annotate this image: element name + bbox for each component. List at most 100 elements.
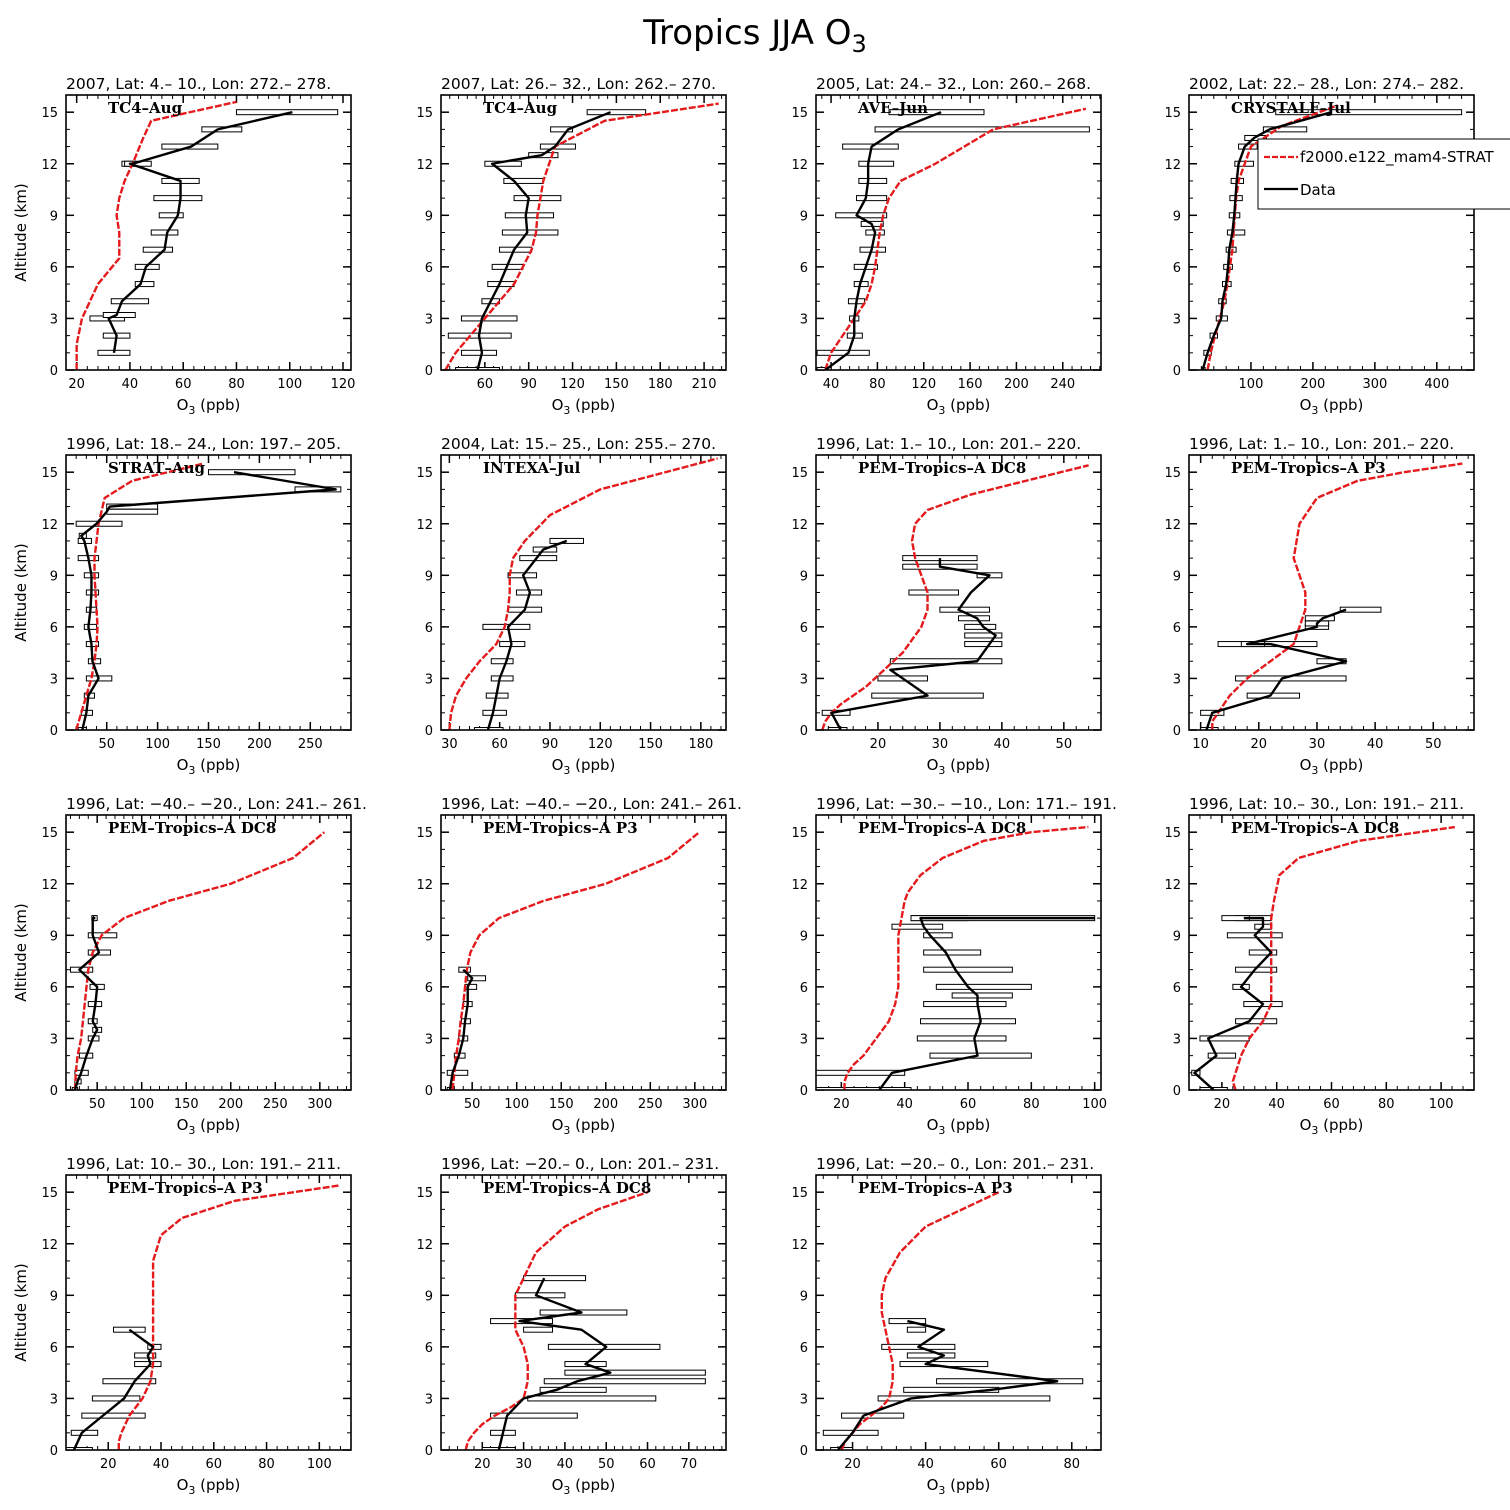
plot-area: [66, 1184, 341, 1450]
plot-frame: [440, 94, 727, 371]
y-tick-label: 3: [50, 312, 58, 327]
y-tick-label: 12: [1164, 878, 1181, 893]
x-tick-label: 200: [1300, 377, 1325, 392]
data-error-bar: [964, 623, 997, 630]
x-axis-label: O3 (ppb): [552, 1476, 616, 1497]
y-tick-label: 6: [50, 261, 58, 276]
x-tick-label: 180: [648, 377, 673, 392]
y-tick-label: 6: [425, 1341, 433, 1356]
x-tick-label: 300: [1362, 377, 1387, 392]
panel-8: 1996, Lat: 1.– 10., Lon: 201.– 220. 10 20 3…: [1164, 435, 1475, 777]
y-tick-label: 12: [1164, 518, 1181, 533]
y-ticks: 0 3 6 9 12 15: [416, 454, 726, 739]
plot-frame: [65, 94, 352, 371]
panel-title: 1996, Lat: −30.– −10., Lon: 171.– 191.: [816, 795, 1117, 813]
y-axis-label: Altitude (km): [12, 543, 30, 641]
x-ticks: 40 80 120 160 200 240: [821, 95, 1101, 392]
legend-box: [1257, 138, 1510, 210]
y-tick-label: 0: [800, 1084, 808, 1099]
plot-area: [444, 102, 719, 370]
panel-title: 2007, Lat: 26.– 32., Lon: 262.– 270.: [441, 75, 716, 93]
y-tick-label: 9: [50, 1289, 58, 1304]
model-line: [824, 107, 1087, 370]
data-error-bar: [147, 1343, 162, 1350]
x-axis-label: O3 (ppb): [552, 756, 616, 777]
panel-12: 1996, Lat: 10.– 30., Lon: 191.– 211. 20 40…: [1164, 795, 1475, 1137]
panel-7: 1996, Lat: 1.– 10., Lon: 201.– 220.20 30 4…: [791, 435, 1102, 777]
y-tick-label: 15: [791, 1186, 808, 1201]
panel-title: 1996, Lat: −20.– 0., Lon: 201.– 231.: [441, 1155, 719, 1173]
y-tick-label: 15: [1164, 826, 1181, 841]
x-tick-label: 40: [1367, 737, 1384, 752]
panel-6: 2004, Lat: 15.– 25., Lon: 255.– 270.30 60…: [416, 435, 727, 777]
plot-area: [816, 825, 1096, 1090]
y-tick-label: 15: [416, 466, 433, 481]
campaign-label: TC4–Aug: [483, 99, 558, 117]
data-error-bar: [550, 126, 574, 133]
plot-frame: [440, 454, 727, 731]
x-tick-label: 20: [1251, 737, 1268, 752]
data-error-bar: [158, 212, 184, 219]
x-tick-label: 120: [588, 737, 613, 752]
data-error-bar: [523, 1326, 554, 1333]
panel-4: 2002, Lat: 22.– 28., Lon: 274.– 282. 100 2…: [1164, 75, 1475, 417]
x-tick-label: 20: [474, 1457, 491, 1472]
x-tick-label: 100: [1429, 1097, 1454, 1112]
data-error-bar: [908, 589, 959, 596]
y-tick-label: 3: [800, 312, 808, 327]
data-error-bar: [467, 975, 487, 982]
y-tick-label: 0: [50, 364, 58, 379]
x-tick-label: 40: [153, 1457, 170, 1472]
plot-frame: [65, 454, 352, 731]
x-tick-label: 60: [990, 1457, 1007, 1472]
y-ticks: 0 3 6 9 12 15: [791, 94, 1101, 379]
data-error-bar: [816, 1069, 906, 1076]
y-tick-label: 6: [800, 621, 808, 636]
campaign-label: CRYSTALF–Jul: [1231, 99, 1351, 117]
x-tick-label: 60: [1323, 1097, 1340, 1112]
y-tick-label: 3: [1173, 312, 1181, 327]
x-axis-label: O3 (ppb): [927, 1116, 991, 1137]
y-tick-label: 15: [791, 106, 808, 121]
y-tick-label: 0: [800, 724, 808, 739]
x-ticks: 20 40 60 80: [822, 1175, 1102, 1472]
y-tick-label: 9: [425, 209, 433, 224]
x-tick-label: 80: [1063, 1457, 1080, 1472]
data-line: [72, 1328, 155, 1450]
data-line: [1205, 608, 1348, 730]
y-ticks: 0 3 6 9 12 15: [1164, 94, 1474, 379]
plot-area: [822, 1191, 1084, 1450]
y-tick-label: 3: [50, 1392, 58, 1407]
data-error-bar: [1262, 126, 1308, 133]
data-error-bar: [460, 315, 518, 322]
y-tick-label: 6: [50, 621, 58, 636]
data-error-bar: [543, 1378, 706, 1385]
data-error-bar: [827, 727, 848, 730]
data-error-bar: [1207, 1052, 1237, 1059]
y-tick-label: 6: [425, 981, 433, 996]
panel-title: 1996, Lat: 10.– 30., Lon: 191.– 211.: [1189, 795, 1464, 813]
x-tick-label: 80: [869, 377, 886, 392]
plot-area: [1200, 104, 1463, 370]
y-tick-label: 15: [41, 106, 58, 121]
x-axis-label: O3 (ppb): [927, 396, 991, 417]
model-line: [1211, 462, 1463, 730]
y-tick-label: 15: [416, 106, 433, 121]
x-tick-label: 40: [896, 1097, 913, 1112]
x-tick-label: 200: [593, 1097, 618, 1112]
plot-frame: [815, 814, 1102, 1091]
y-tick-label: 12: [416, 878, 433, 893]
data-error-bar: [134, 281, 155, 288]
campaign-label: PEM–Tropics–A DC8: [858, 459, 1026, 477]
panel-9: 1996, Lat: −40.– −20., Lon: 241.– 261. 50…: [12, 795, 367, 1137]
x-tick-label: 50: [464, 1097, 481, 1112]
x-tick-label: 180: [688, 737, 713, 752]
data-error-bar: [935, 983, 1032, 990]
x-tick-label: 100: [129, 1097, 154, 1112]
data-line: [486, 539, 568, 730]
panel-title: 2004, Lat: 15.– 25., Lon: 255.– 270.: [441, 435, 716, 453]
data-error-bar: [102, 1378, 157, 1385]
data-error-bar: [81, 1412, 146, 1419]
x-tick-label: 200: [1004, 377, 1029, 392]
panel-3: 2005, Lat: 24.– 32., Lon: 260.– 268. 40 80…: [791, 75, 1102, 417]
